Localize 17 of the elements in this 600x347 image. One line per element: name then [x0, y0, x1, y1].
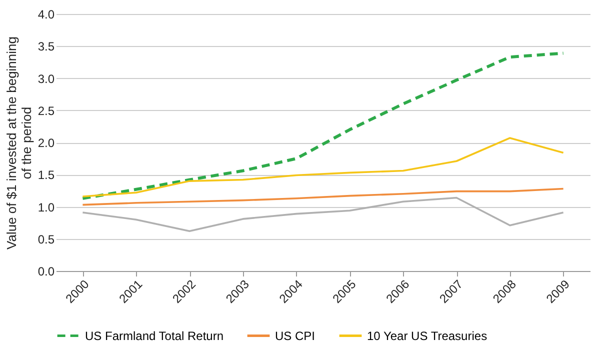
y-axis-title: Value of $1 invested at the beginning of the period [4, 36, 34, 250]
line-series [82, 137, 564, 198]
line-series [81, 52, 565, 200]
y-tick-label: 3.0 [38, 72, 55, 86]
line-series [82, 196, 564, 232]
legend-label: US CPI [275, 328, 316, 343]
y-tick-label: 3.5 [38, 40, 55, 54]
y-tick-label: 2.5 [38, 104, 55, 118]
y-tick-label: 1.5 [38, 168, 55, 182]
legend-label: 10 Year US Treasuries [367, 328, 488, 343]
y-tick-label: 1.0 [38, 200, 55, 214]
y-tick-label: 0.5 [38, 232, 55, 246]
line-series [82, 188, 564, 206]
y-tick-label: 4.0 [38, 8, 55, 22]
y-tick-label: 0.0 [38, 264, 55, 278]
legend-label: US Farmland Total Return [85, 328, 224, 343]
y-tick-label: 2.0 [38, 136, 55, 150]
